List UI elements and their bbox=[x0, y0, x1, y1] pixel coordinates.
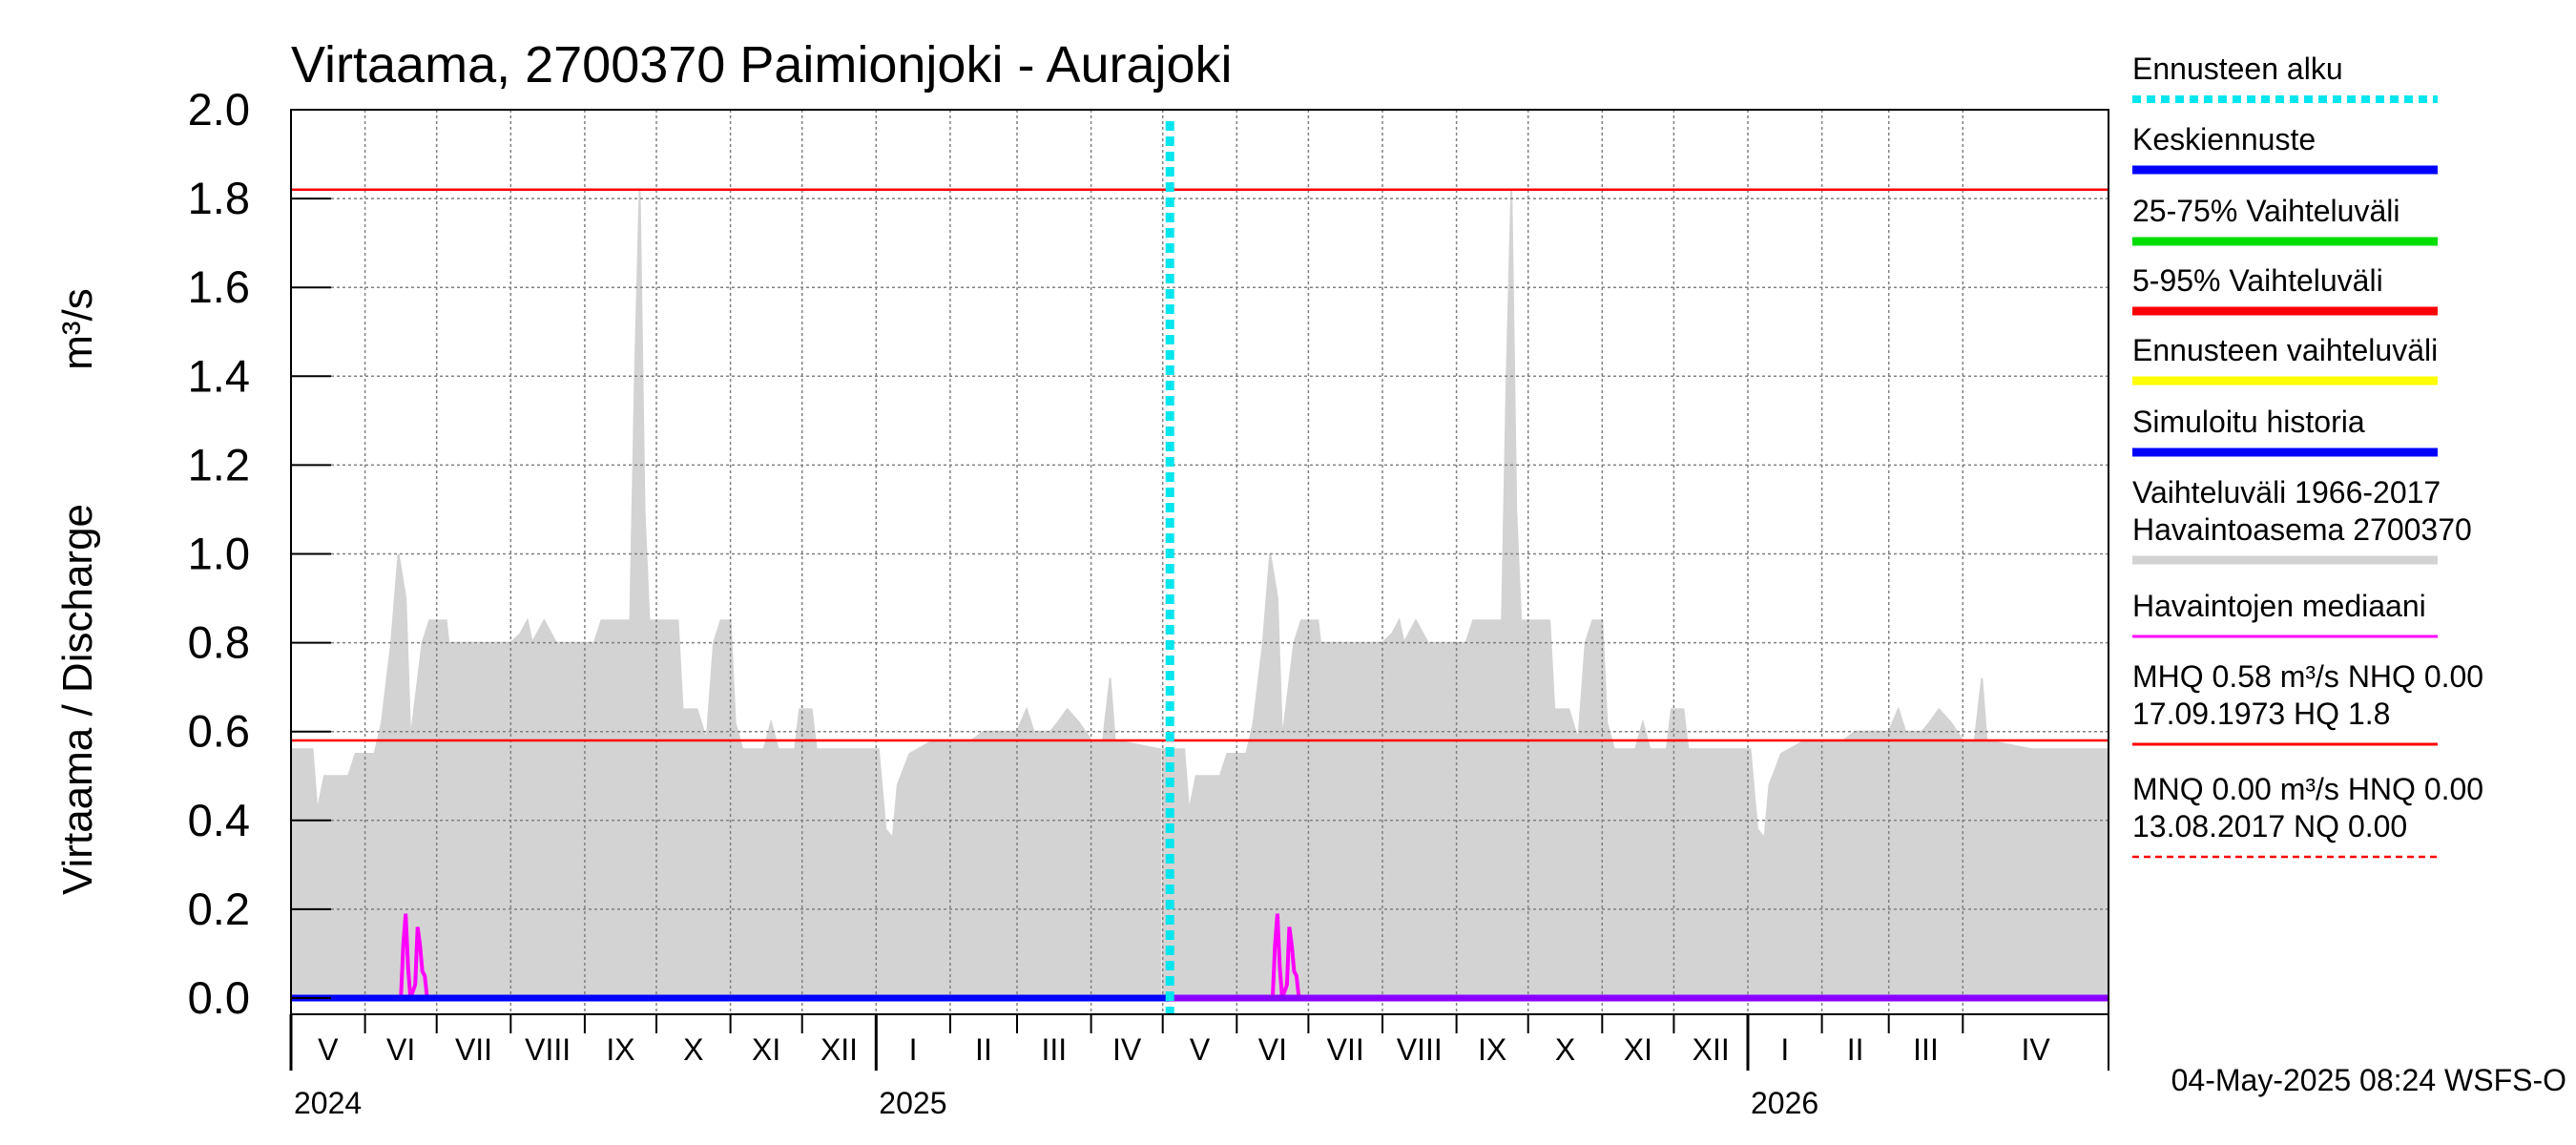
y-tick-label: 0.8 bbox=[188, 617, 250, 668]
year-label: 2026 bbox=[1751, 1086, 1818, 1120]
month-label: X bbox=[1555, 1032, 1575, 1067]
axes: 0.00.20.40.60.81.01.21.41.61.82.0V VI VII V… bbox=[188, 84, 2109, 1120]
y-tick-label: 1.8 bbox=[188, 173, 250, 223]
month-label: XII bbox=[821, 1032, 858, 1067]
month-label: III bbox=[1041, 1032, 1067, 1067]
timestamp-footer: 04-May-2025 08:24 WSFS-O bbox=[2171, 1063, 2566, 1097]
month-label: VI bbox=[386, 1032, 415, 1067]
month-label: VIII bbox=[1397, 1032, 1443, 1067]
legend-label: Ennusteen alku bbox=[2132, 52, 2343, 86]
legend-label: Simuloitu historia bbox=[2132, 405, 2365, 439]
legend-label: Keskiennuste bbox=[2132, 122, 2316, 156]
month-label: XII bbox=[1693, 1032, 1730, 1067]
legend-label: Ennusteen vaihteluväli bbox=[2132, 333, 2438, 367]
y-tick-label: 1.4 bbox=[188, 350, 250, 401]
month-label: VIII bbox=[525, 1032, 571, 1067]
y-tick-label: 1.0 bbox=[188, 529, 250, 579]
legend-label: 5-95% Vaihteluväli bbox=[2132, 263, 2383, 298]
legend-label: MHQ 0.58 m³/s NHQ 0.00 bbox=[2132, 659, 2483, 694]
y-tick-label: 1.2 bbox=[188, 439, 250, 489]
year-label: 2025 bbox=[879, 1086, 946, 1120]
month-label: IX bbox=[1478, 1032, 1506, 1067]
month-label: I bbox=[909, 1032, 918, 1067]
month-label: V bbox=[318, 1032, 339, 1067]
month-label: IV bbox=[2022, 1032, 2051, 1067]
month-label: IX bbox=[606, 1032, 634, 1067]
legend-label: Havaintojen mediaani bbox=[2132, 589, 2426, 623]
legend-label-line2: Havaintoasema 2700370 bbox=[2132, 512, 2472, 547]
plot-area bbox=[290, 109, 2109, 1014]
y-tick-label: 1.6 bbox=[188, 261, 250, 312]
y-axis-label: Virtaama / Discharge bbox=[54, 504, 101, 895]
month-label: VII bbox=[455, 1032, 492, 1067]
month-label: III bbox=[1913, 1032, 1939, 1067]
plot-frame bbox=[290, 109, 2109, 1015]
month-label: II bbox=[1847, 1032, 1864, 1067]
y-axis-unit: m³/s bbox=[54, 288, 101, 370]
legend-label: Vaihteluväli 1966-2017 bbox=[2132, 475, 2441, 510]
month-label: I bbox=[1780, 1032, 1789, 1067]
legend-label: 25-75% Vaihteluväli bbox=[2132, 194, 2399, 228]
month-label: XI bbox=[752, 1032, 780, 1067]
y-tick-label: 0.0 bbox=[188, 972, 250, 1023]
y-tick-label: 0.4 bbox=[188, 795, 250, 845]
legend-label-line2: 13.08.2017 NQ 0.00 bbox=[2132, 809, 2407, 843]
y-tick-label: 0.6 bbox=[188, 706, 250, 757]
chart-title: Virtaama, 2700370 Paimionjoki - Aurajoki bbox=[291, 36, 1233, 94]
legend-label-line2: 17.09.1973 HQ 1.8 bbox=[2132, 697, 2390, 731]
month-label: VII bbox=[1327, 1032, 1364, 1067]
y-tick-label: 0.2 bbox=[188, 884, 250, 934]
historical-range-band bbox=[290, 189, 1162, 999]
median-series bbox=[364, 913, 509, 1000]
month-label: XI bbox=[1624, 1032, 1652, 1067]
month-label: II bbox=[975, 1032, 992, 1067]
y-tick-label: 2.0 bbox=[188, 84, 250, 135]
month-label: X bbox=[683, 1032, 703, 1067]
month-label: V bbox=[1190, 1032, 1211, 1067]
year-label: 2024 bbox=[294, 1086, 362, 1120]
legend: Ennusteen alku Keskiennuste 25-75% Vaihtel… bbox=[2132, 52, 2483, 859]
month-label: IV bbox=[1112, 1032, 1142, 1067]
median-series bbox=[1236, 913, 1381, 1000]
legend-label: MNQ 0.00 m³/s HNQ 0.00 bbox=[2132, 772, 2483, 806]
month-label: VI bbox=[1258, 1032, 1287, 1067]
